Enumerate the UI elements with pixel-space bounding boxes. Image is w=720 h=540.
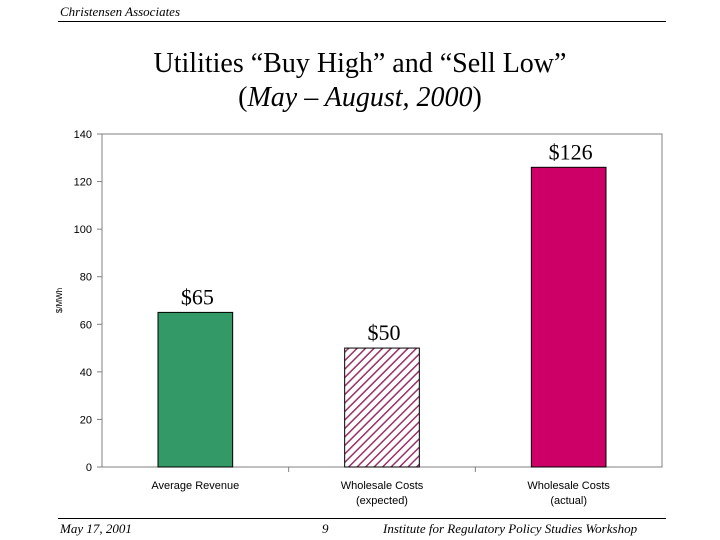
footer-event: Institute for Regulatory Policy Studies …	[383, 521, 638, 536]
bar	[157, 311, 234, 468]
category-label: Average Revenue	[151, 480, 239, 492]
category-label: (expected)	[356, 495, 408, 507]
y-tick-label: 60	[80, 319, 92, 331]
data-label: $50	[368, 320, 401, 345]
category-label: (actual)	[550, 495, 587, 507]
subtitle-date-range: May – August, 2000	[247, 82, 473, 113]
y-tick-label: 140	[74, 129, 92, 141]
slide-title: Utilities “Buy High” and “Sell Low”	[153, 48, 567, 79]
header-divider	[58, 21, 666, 22]
y-tick-label: 100	[74, 224, 92, 236]
y-tick-label: 40	[80, 367, 92, 379]
y-tick-label: 80	[80, 272, 92, 284]
bar	[530, 166, 607, 468]
footer-page-number: 9	[322, 521, 329, 536]
category-label: Wholesale Costs	[341, 480, 424, 492]
data-label: $126	[549, 139, 593, 164]
footer-divider	[58, 518, 666, 519]
footer-date: May 17, 2001	[60, 521, 132, 536]
y-axis-label: $/MWh	[55, 288, 64, 313]
y-tick-label: 20	[80, 414, 92, 426]
y-tick-label: 0	[86, 462, 92, 474]
subtitle-close-paren: )	[472, 82, 482, 113]
bar	[344, 347, 420, 468]
organization-name: Christensen Associates	[60, 4, 181, 19]
y-tick-label: 120	[74, 177, 92, 189]
slide-subtitle: (May – August, 2000)	[0, 82, 720, 114]
data-label: $65	[181, 284, 214, 309]
subtitle-open-paren: (	[238, 82, 248, 113]
category-label: Wholesale Costs	[527, 480, 610, 492]
